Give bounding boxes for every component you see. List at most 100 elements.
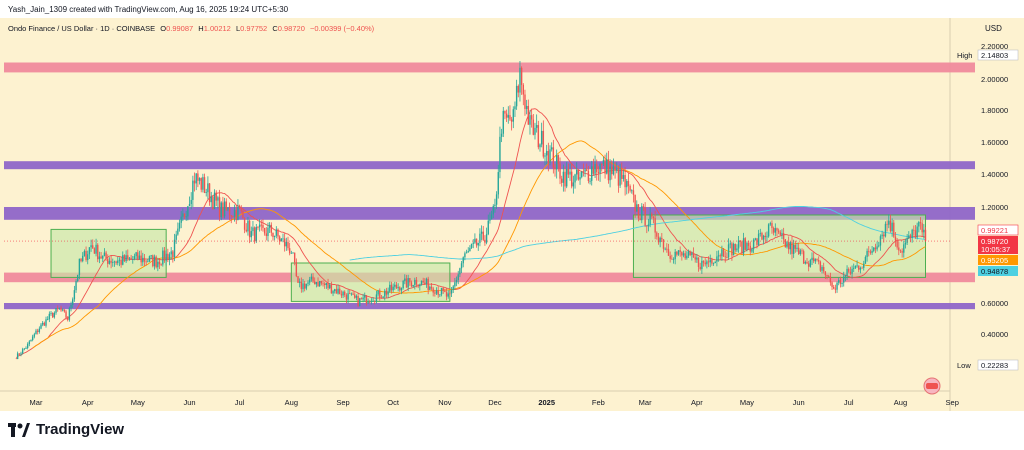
candle-body xyxy=(73,290,76,300)
price-label-last-box xyxy=(978,236,1018,254)
candle-body xyxy=(198,178,201,181)
candle-body xyxy=(794,244,797,249)
candle-body xyxy=(722,249,725,257)
candle-body xyxy=(172,251,174,258)
candle-body xyxy=(150,255,152,257)
candle-body xyxy=(637,204,640,219)
candle-body xyxy=(402,280,404,288)
candle-body xyxy=(394,284,396,287)
candle-body xyxy=(208,183,211,203)
candle-body xyxy=(474,238,476,243)
price-tick-label: 0.60000 xyxy=(981,299,1008,308)
candle-body xyxy=(364,295,366,298)
candle-body xyxy=(347,293,349,300)
candle-body xyxy=(694,257,696,260)
candle-body xyxy=(407,278,409,288)
candle-body xyxy=(444,290,446,293)
candle-body xyxy=(672,259,675,260)
candle-body xyxy=(899,250,902,252)
candle-body xyxy=(869,251,872,253)
candle-body xyxy=(542,130,545,157)
candle-body xyxy=(95,244,97,254)
candle-body xyxy=(397,287,399,289)
candle-body xyxy=(457,274,459,281)
candle-body xyxy=(644,207,646,226)
tradingview-logo[interactable]: TradingView xyxy=(8,421,124,438)
candle-body xyxy=(532,119,535,135)
candle-body xyxy=(565,168,568,187)
candle-body xyxy=(342,291,344,296)
candle-body xyxy=(253,227,256,242)
candle-body xyxy=(601,164,603,165)
candle-body xyxy=(699,266,701,270)
candle-body xyxy=(727,244,730,258)
candle-body xyxy=(492,206,494,215)
candle-body xyxy=(594,164,596,174)
consolidation-box-2 xyxy=(632,214,926,278)
candle-body xyxy=(848,268,850,272)
candle-body xyxy=(849,271,852,274)
candle-body xyxy=(913,229,915,231)
candle-body xyxy=(530,115,533,120)
candle-body xyxy=(858,265,860,270)
candle-body xyxy=(270,224,273,233)
candle-body xyxy=(389,284,391,292)
candle-body xyxy=(888,220,890,225)
candle-body xyxy=(330,284,333,294)
legend-line: Ondo Finance / US Dollar · 1D · COINBASE… xyxy=(8,24,375,33)
candle-body xyxy=(799,250,802,255)
candle-body xyxy=(772,228,775,233)
candle-body xyxy=(622,175,625,179)
candle-body xyxy=(53,312,56,318)
candle-body xyxy=(924,229,927,242)
candle-body xyxy=(180,216,182,223)
candle-body xyxy=(512,109,514,122)
candle-body xyxy=(148,256,151,262)
candle-body xyxy=(507,115,509,118)
high-label: High xyxy=(957,51,972,60)
candle-body xyxy=(797,247,800,255)
candle-body xyxy=(686,255,688,259)
candle-body xyxy=(779,232,782,235)
candle-body xyxy=(517,85,519,93)
candle-body xyxy=(752,239,755,250)
candle-body xyxy=(500,133,503,137)
candle-body xyxy=(652,216,655,218)
candle-body xyxy=(529,115,531,125)
candle-body xyxy=(85,250,87,261)
candle-body xyxy=(606,159,608,174)
candle-body xyxy=(190,199,192,205)
candle-body xyxy=(866,250,868,257)
candle-body xyxy=(152,255,154,267)
candle-body xyxy=(878,245,880,247)
price-tick-label: 2.00000 xyxy=(981,75,1008,84)
time-tick-label: Apr xyxy=(82,398,94,407)
indicator-icon[interactable] xyxy=(923,377,941,395)
candle-body xyxy=(100,256,102,259)
candle-body xyxy=(472,242,474,244)
candle-body xyxy=(30,340,32,342)
ma-slow-line xyxy=(349,205,926,261)
candles-layer xyxy=(16,60,927,360)
candle-body xyxy=(410,282,413,287)
candle-body xyxy=(739,240,741,242)
high-value: 1.00212 xyxy=(204,24,231,33)
candle-body xyxy=(737,240,740,249)
zone-resistance-1 xyxy=(4,161,975,170)
currency-label[interactable]: USD xyxy=(985,24,1002,33)
candle-body xyxy=(581,171,583,178)
candle-body xyxy=(78,258,81,275)
candle-body xyxy=(33,334,36,337)
candle-body xyxy=(98,256,101,260)
candle-body xyxy=(626,180,628,188)
candle-body xyxy=(21,349,24,354)
candle-body xyxy=(689,251,691,255)
candle-body xyxy=(844,275,847,277)
candle-body xyxy=(841,282,843,284)
candle-body xyxy=(604,160,606,174)
candle-body xyxy=(233,210,236,217)
time-tick-label: Jul xyxy=(235,398,245,407)
candle-body xyxy=(287,241,289,249)
candle-body xyxy=(757,233,760,245)
